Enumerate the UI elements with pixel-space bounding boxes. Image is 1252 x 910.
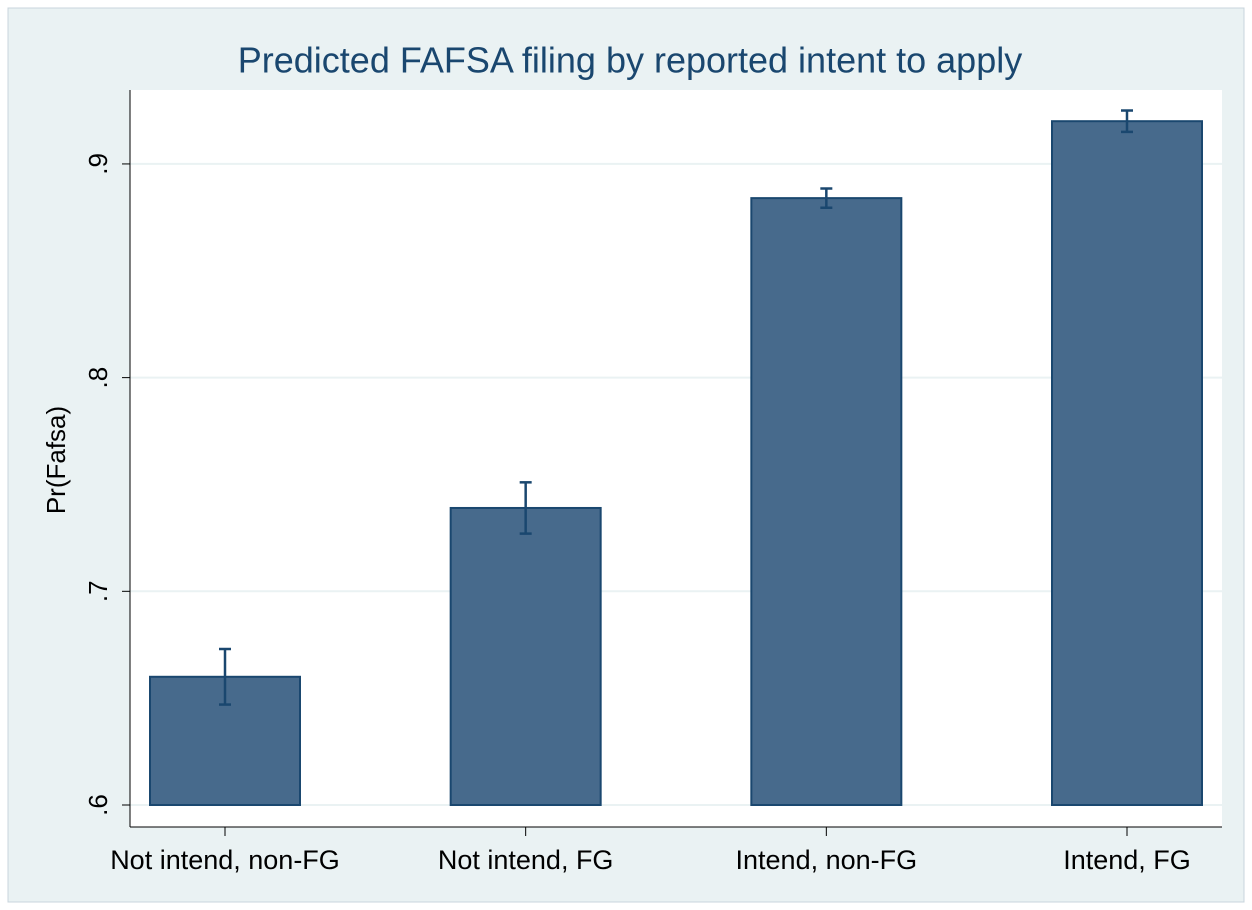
error-bar bbox=[219, 647, 231, 706]
error-bar bbox=[820, 187, 833, 209]
y-tick-label: .7 bbox=[83, 580, 113, 602]
y-axis-label: Pr(Fafsa) bbox=[41, 406, 71, 514]
error-bar bbox=[1121, 109, 1133, 134]
bar bbox=[149, 675, 301, 807]
chart-title: Predicted FAFSA filing by reported inten… bbox=[238, 40, 1022, 81]
x-tick-label: Not intend, non-FG bbox=[110, 845, 340, 875]
y-tick-label: .8 bbox=[83, 367, 113, 389]
bar bbox=[750, 197, 903, 807]
x-tick-label: Intend, non-FG bbox=[736, 845, 918, 875]
y-tick-label: .9 bbox=[83, 153, 113, 175]
y-tick-label: .6 bbox=[83, 794, 113, 816]
error-bar bbox=[519, 481, 532, 535]
x-tick-label: Not intend, FG bbox=[438, 845, 614, 875]
x-tick-label: Intend, FG bbox=[1063, 845, 1191, 875]
bar bbox=[1051, 120, 1203, 807]
bar bbox=[449, 506, 602, 806]
plot-area bbox=[130, 90, 1222, 827]
